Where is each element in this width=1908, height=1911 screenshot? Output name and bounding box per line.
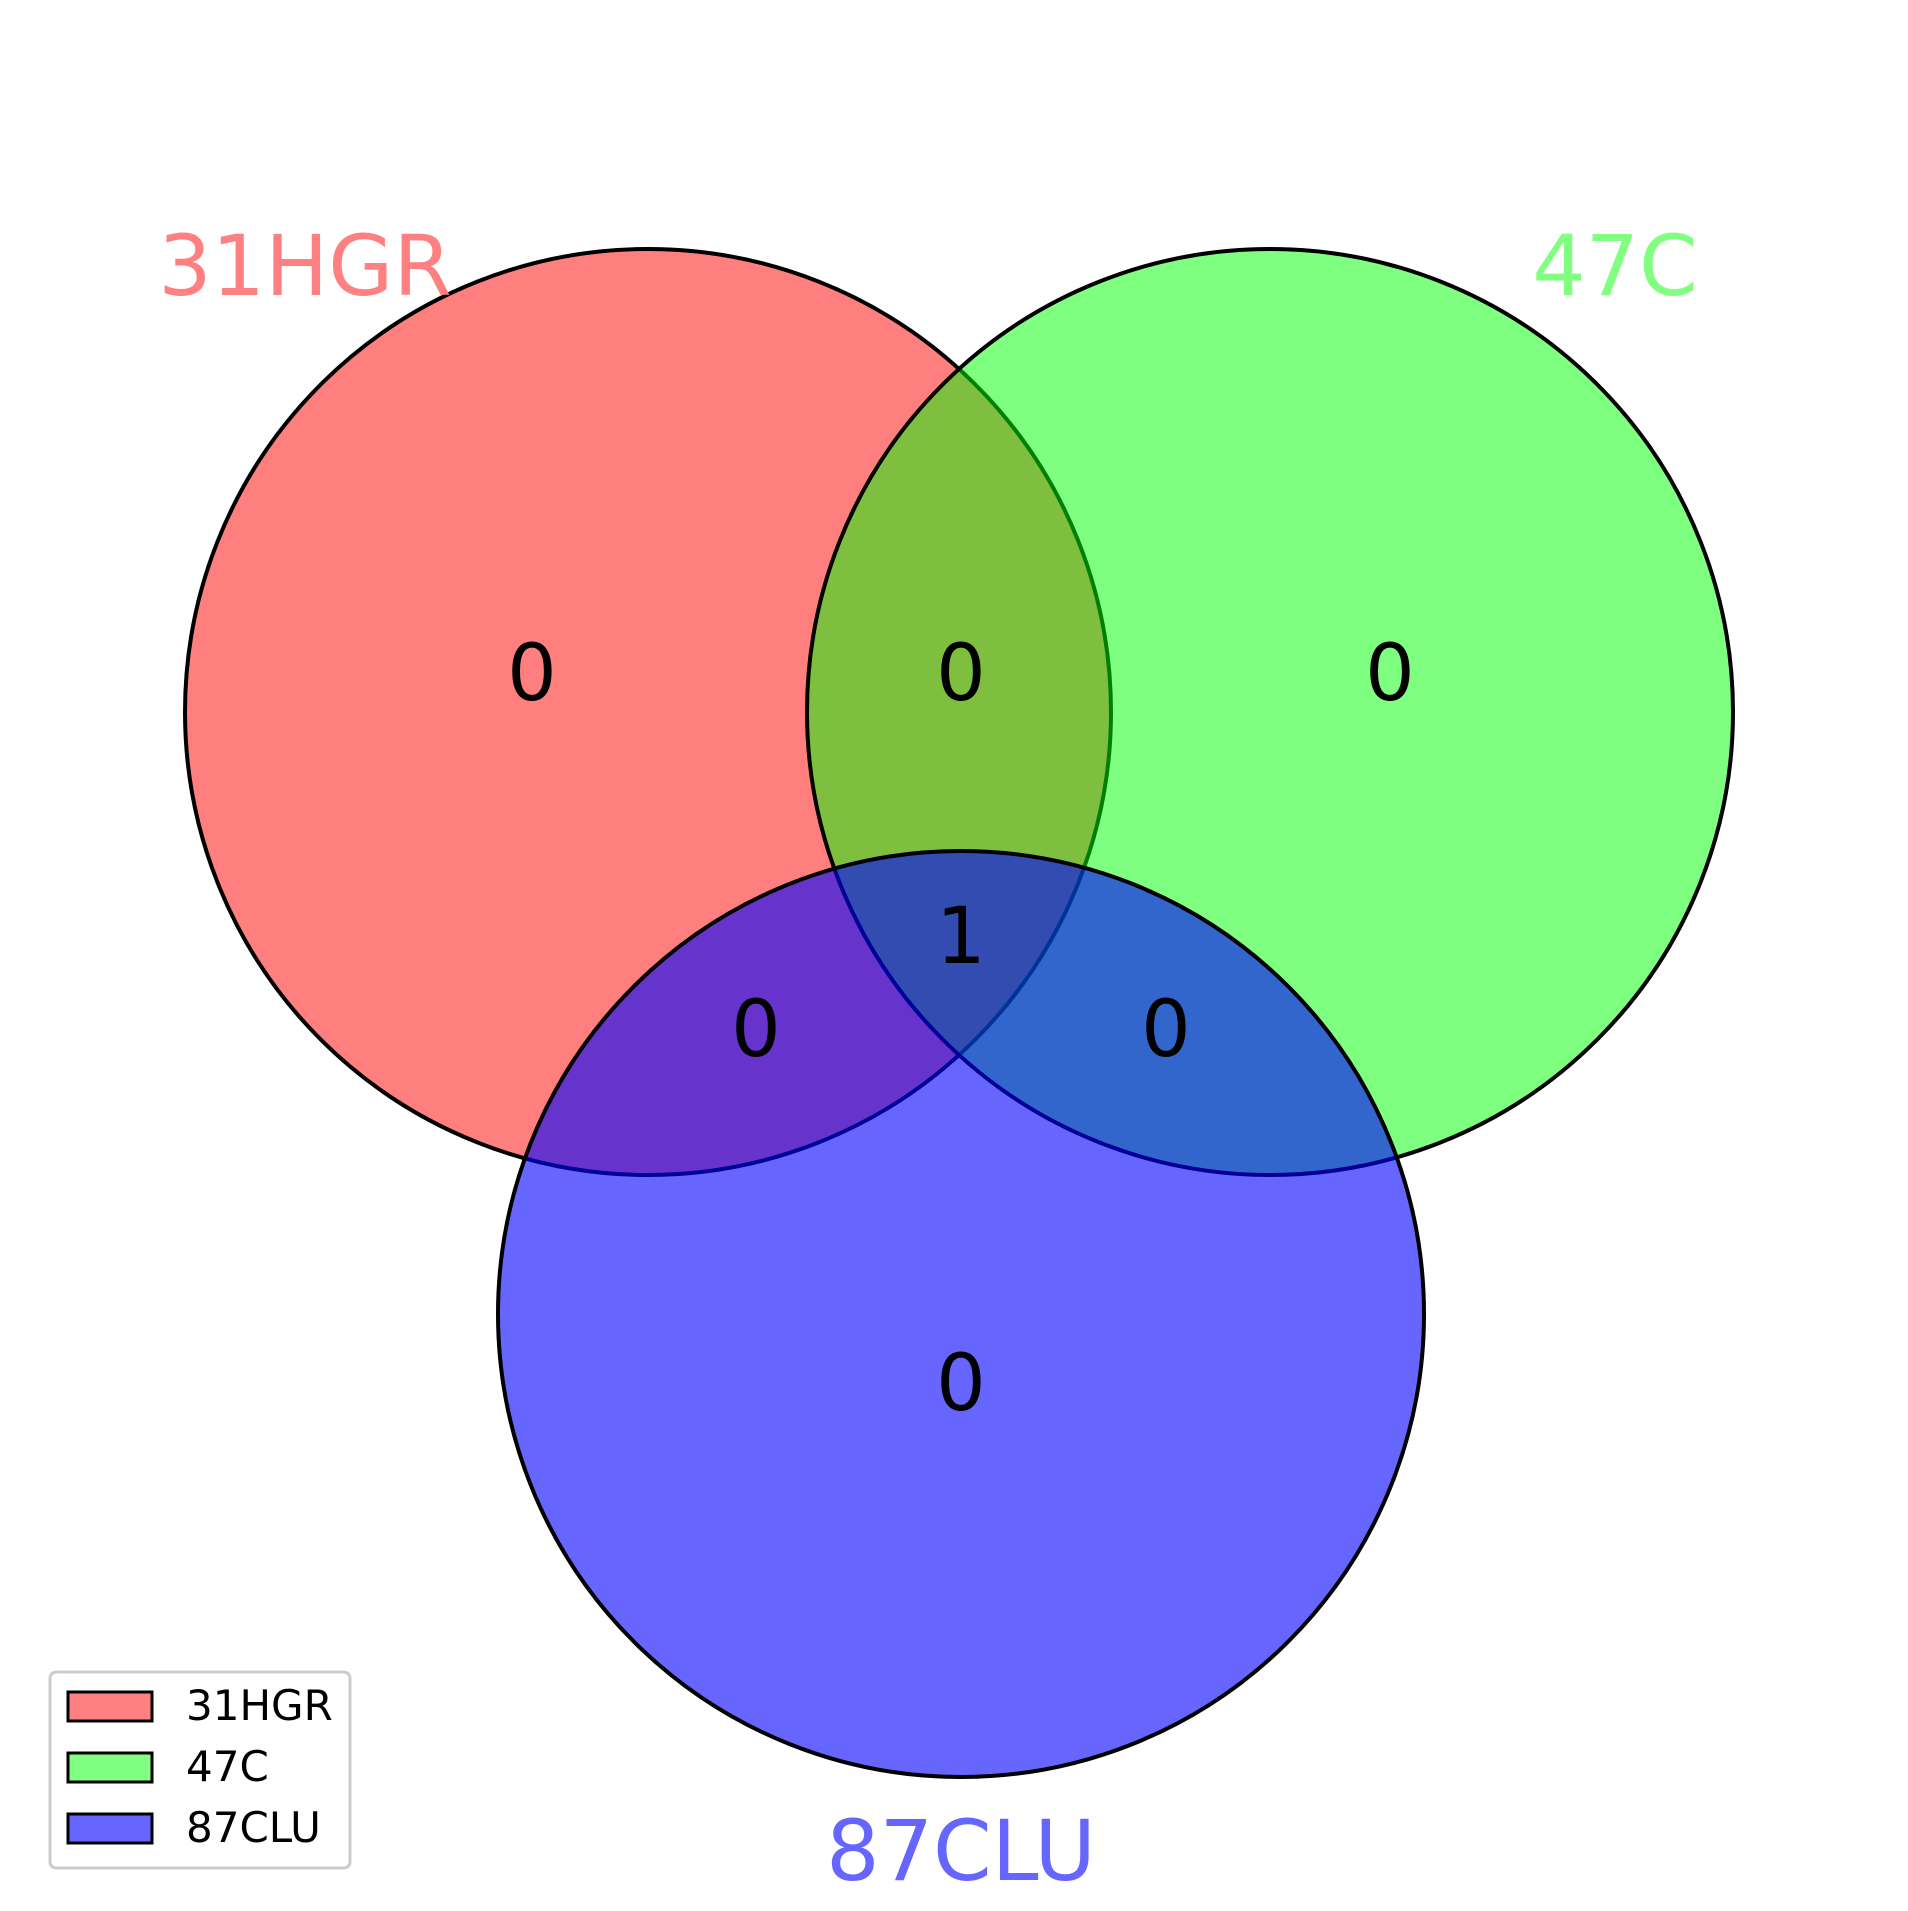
count-87clu-only: 0	[936, 1339, 986, 1429]
legend-label-47c: 47C	[186, 1742, 269, 1791]
legend: 31HGR 47C 87CLU	[48, 1670, 352, 1870]
set-circle-87clu	[496, 849, 1426, 1779]
legend-label-31hgr: 31HGR	[186, 1681, 333, 1730]
legend-label-87clu: 87CLU	[186, 1803, 321, 1852]
legend-swatch-47c	[66, 1751, 154, 1784]
set-label-47c: 47C	[1532, 217, 1698, 315]
count-47c-87clu: 0	[1141, 985, 1191, 1075]
legend-swatch-87clu	[66, 1812, 154, 1845]
set-label-31hgr: 31HGR	[158, 217, 452, 315]
count-all-three: 1	[936, 892, 986, 982]
count-31hgr-only: 0	[507, 629, 557, 719]
count-31hgr-47c: 0	[936, 629, 986, 719]
count-31hgr-87clu: 0	[731, 985, 781, 1075]
legend-swatch-31hgr	[66, 1690, 154, 1723]
count-47c-only: 0	[1365, 629, 1415, 719]
set-label-87clu: 87CLU	[826, 1802, 1096, 1900]
